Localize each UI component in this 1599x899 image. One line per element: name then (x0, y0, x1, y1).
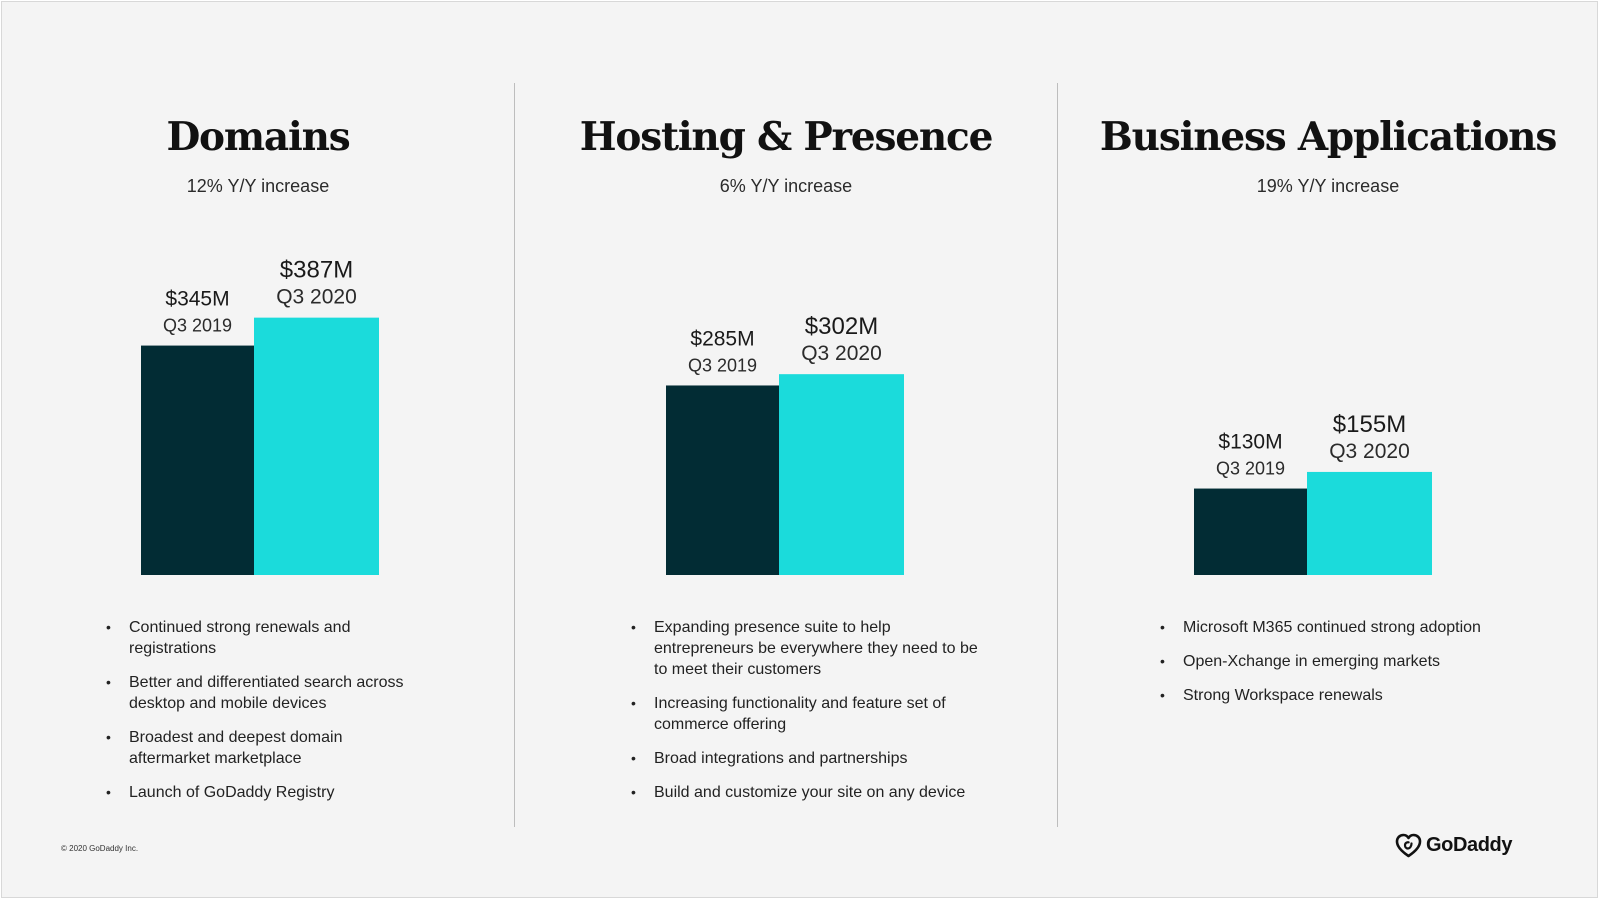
bar-q3-2019 (1194, 488, 1307, 575)
list-item: • Better and differentiated search across… (106, 672, 426, 714)
panel-title: Domains (166, 114, 350, 160)
bar-category-label: Q3 2019 (163, 316, 232, 336)
panel-subtitle: 12% Y/Y increase (186, 176, 330, 196)
panel-divider (1057, 83, 1058, 827)
list-item: • Continued strong renewals and registrat… (106, 617, 426, 659)
bullet-icon: • (631, 750, 636, 766)
bullet-text: Build and customize your site on any dev… (654, 784, 966, 801)
list-item: • Strong Workspace renewals (1160, 685, 1490, 706)
panel-title: Business Applications (1099, 114, 1557, 160)
bar-value-label: $130M (1218, 431, 1282, 454)
logo-text: GoDaddy (1426, 833, 1513, 856)
bullet-icon: • (106, 619, 111, 635)
bullet-icon: • (631, 619, 636, 635)
panel-divider (514, 83, 515, 827)
bullet-icon: • (1160, 619, 1165, 635)
list-item: • Increasing functionality and feature se… (631, 693, 991, 735)
bullet-icon: • (106, 784, 111, 800)
bullet-icon: • (631, 695, 636, 711)
bar-category-label: Q3 2020 (1329, 440, 1410, 463)
list-item: • Open-Xchange in emerging markets (1160, 651, 1490, 672)
bullet-icon: • (1160, 653, 1165, 669)
bar-q3-2019 (141, 345, 254, 575)
list-item: • Microsoft M365 continued strong adoptio… (1160, 617, 1490, 638)
bullet-text: Open-Xchange in emerging markets (1183, 653, 1441, 670)
bullet-icon: • (106, 674, 111, 690)
bullet-icon: • (1160, 687, 1165, 703)
bar-value-label: $302M (805, 313, 878, 340)
bar-category-label: Q3 2019 (1216, 459, 1285, 479)
bullet-icon: • (106, 729, 111, 745)
bullet-list: • Microsoft M365 continued strong adoptio… (1160, 617, 1490, 719)
bullet-list: • Continued strong renewals and registrat… (106, 617, 426, 816)
bullet-text: Continued strong renewals and registrati… (129, 619, 351, 657)
list-item: • Expanding presence suite to help entrep… (631, 617, 991, 680)
bullet-icon: • (631, 784, 636, 800)
bullet-text: Better and differentiated search across … (129, 674, 404, 712)
godaddy-logo: GoDaddy (1395, 832, 1513, 858)
list-item: • Build and customize your site on any de… (631, 782, 991, 803)
bullet-text: Strong Workspace renewals (1183, 687, 1383, 704)
list-item: • Broadest and deepest domain aftermarket… (106, 727, 426, 769)
panel-title: Hosting & Presence (579, 114, 994, 160)
panel-subtitle: 19% Y/Y increase (1256, 176, 1400, 196)
bar-category-label: Q3 2019 (688, 355, 757, 375)
bullet-text: Broad integrations and partnerships (654, 750, 908, 767)
bar-q3-2020 (1307, 471, 1432, 575)
bullet-text: Increasing functionality and feature set… (654, 695, 946, 733)
panel-subtitle: 6% Y/Y increase (719, 176, 853, 196)
bar-q3-2019 (666, 385, 779, 575)
bar-value-label: $387M (280, 257, 353, 284)
bar-category-label: Q3 2020 (276, 286, 357, 309)
bullet-text: Microsoft M365 continued strong adoption (1183, 619, 1481, 636)
bullet-text: Broadest and deepest domain aftermarket … (129, 729, 343, 767)
bar-category-label: Q3 2020 (801, 342, 882, 365)
bullet-list: • Expanding presence suite to help entrep… (631, 617, 991, 816)
bullet-text: Launch of GoDaddy Registry (129, 784, 335, 801)
list-item: • Broad integrations and partnerships (631, 748, 991, 769)
bar-value-label: $345M (165, 288, 229, 311)
bar-value-label: $285M (690, 327, 754, 350)
bullet-text: Expanding presence suite to help entrepr… (654, 619, 978, 678)
list-item: • Launch of GoDaddy Registry (106, 782, 426, 803)
bar-q3-2020 (254, 317, 379, 575)
copyright-notice: © 2020 GoDaddy Inc. (61, 844, 139, 853)
bar-q3-2020 (779, 374, 904, 575)
panel-hosting-presence: Hosting & Presence 6% Y/Y increase $285M… (515, 2, 1057, 899)
bar-value-label: $155M (1333, 411, 1406, 438)
godaddy-heart-icon (1395, 833, 1422, 858)
panel-business-applications: Business Applications 19% Y/Y increase $… (1058, 2, 1598, 899)
panel-domains: Domains 12% Y/Y increase $345M Q3 2019 $38… (2, 2, 514, 899)
